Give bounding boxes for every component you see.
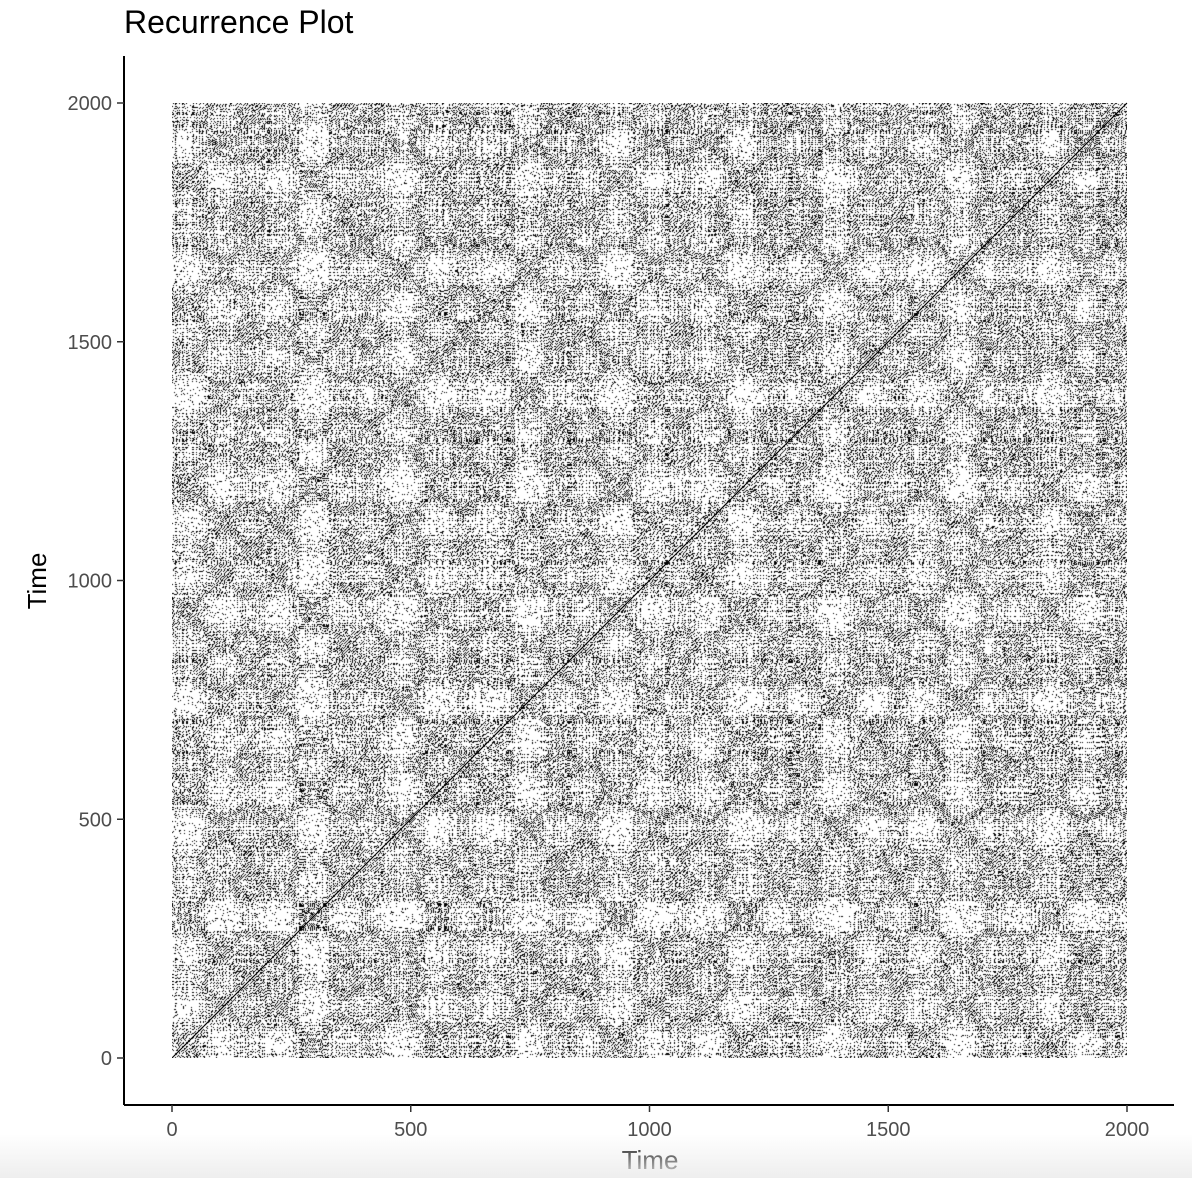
y-tick-label: 2000	[68, 93, 113, 115]
x-tick-label: 500	[394, 1119, 427, 1141]
x-tick-label: 1000	[627, 1119, 672, 1141]
y-tick-label: 1000	[68, 571, 113, 593]
plot-area	[172, 102, 1128, 1058]
chart-title: Recurrence Plot	[124, 4, 354, 40]
y-axis-title: Time	[22, 553, 52, 610]
y-tick-label: 1500	[68, 332, 113, 354]
y-tick-label: 0	[101, 1048, 112, 1070]
x-tick-label: 1500	[866, 1119, 911, 1141]
y-tick-label: 500	[79, 809, 112, 831]
x-axis-title: Time	[622, 1145, 679, 1175]
main-diagonal-line	[172, 102, 1128, 1058]
x-tick-label: 0	[166, 1119, 177, 1141]
x-tick-label: 2000	[1105, 1119, 1150, 1141]
y-axis-ticks: 0 500 1000 1500 2000	[68, 93, 124, 1070]
x-axis-ticks: 0 500 1000 1500 2000	[166, 1105, 1149, 1141]
